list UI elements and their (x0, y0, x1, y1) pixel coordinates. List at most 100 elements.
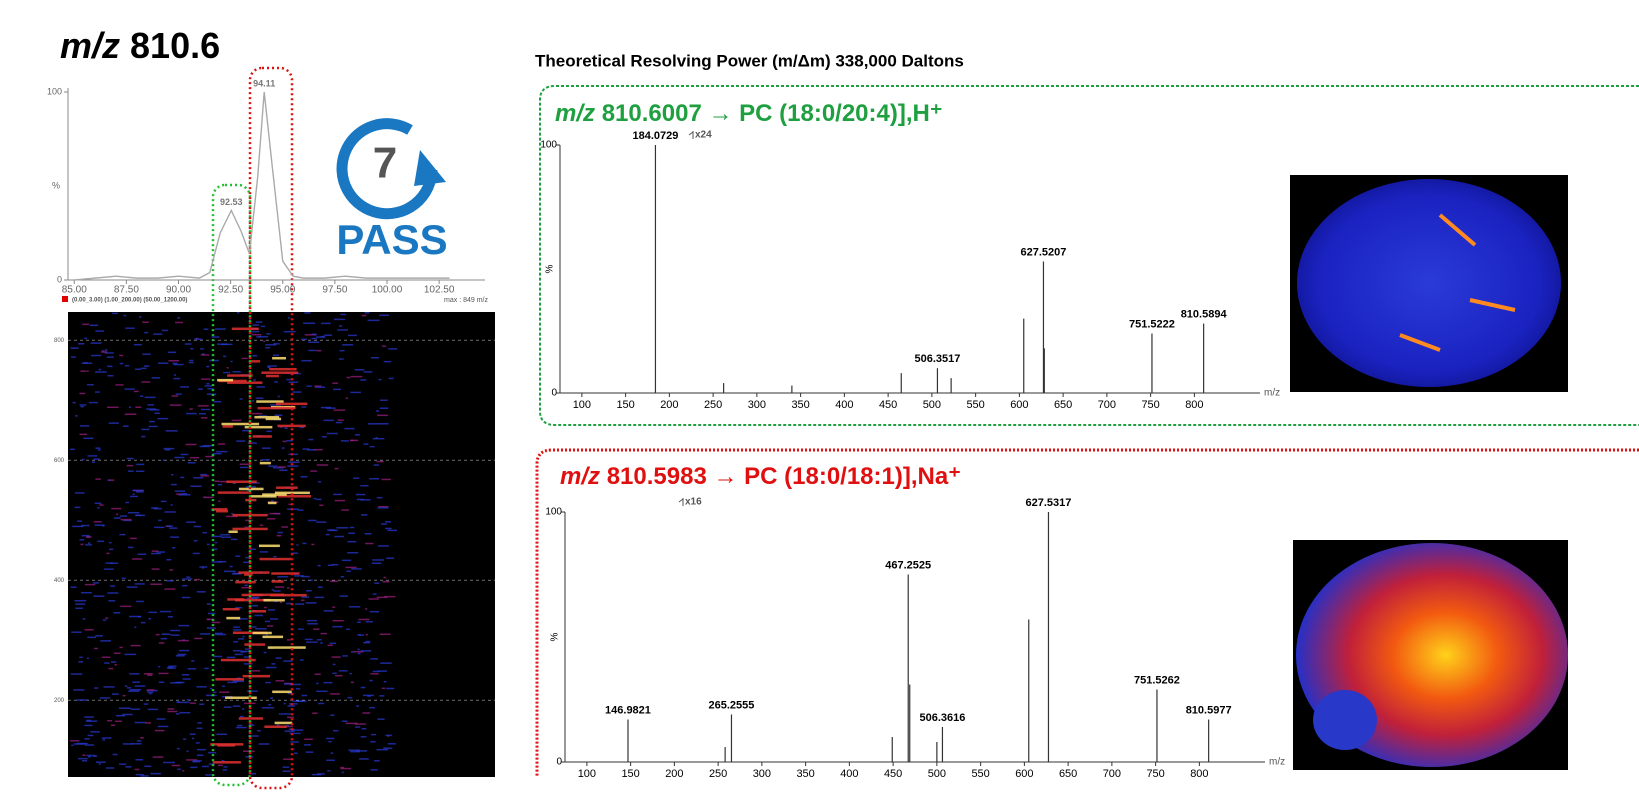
heatmap-cell (147, 404, 154, 406)
heatmap-cell (287, 716, 295, 719)
heatmap-cell (247, 442, 257, 444)
heatmap-cell (323, 419, 335, 422)
heatmap-cell (186, 750, 189, 752)
heatmap-cell (221, 760, 225, 762)
heatmap-cell (105, 617, 109, 619)
heatmap-cell (316, 349, 322, 352)
heatmap-cell (235, 606, 243, 609)
heatmap-cell (140, 775, 149, 777)
heatmap-cell (330, 693, 340, 695)
heatmap-cell (141, 435, 146, 438)
heatmap-cell (214, 633, 227, 636)
heatmap-cell (177, 653, 187, 656)
heatmap-cell (354, 434, 360, 436)
heatmap-cell (71, 356, 76, 358)
heatmap-cell (220, 536, 232, 538)
heatmap-cell (168, 359, 180, 362)
heatmap-cell (79, 404, 87, 406)
heatmap-cell (100, 640, 112, 642)
heatmap-cell (206, 603, 211, 605)
heatmap-cell (348, 749, 360, 751)
heatmap-cell (74, 506, 81, 509)
heatmap-cell (315, 498, 322, 501)
heatmap-cell (270, 697, 274, 699)
heatmap-cell (265, 681, 271, 684)
heatmap-cell (169, 404, 182, 406)
heatmap-cell (70, 740, 80, 742)
heatmap-cell (335, 674, 343, 677)
heatmap-cell (87, 636, 97, 639)
heatmap-cell (367, 423, 379, 425)
heatmap-cell (142, 353, 151, 355)
heatmap-cell (134, 685, 146, 687)
heatmap-cell (132, 558, 143, 560)
heatmap-cell (149, 693, 152, 695)
heatmap-cell (189, 456, 200, 459)
heatmap-cell (84, 629, 94, 631)
heatmap-cell (123, 314, 127, 317)
x-tick-label: 350 (791, 399, 809, 411)
heatmap-band (259, 461, 271, 465)
heatmap-cell (297, 628, 304, 630)
heatmap-cell (255, 397, 264, 399)
heatmap-cell (350, 391, 361, 394)
heatmap-band (277, 495, 312, 498)
heatmap-cell (214, 632, 223, 635)
heatmap-band (212, 761, 241, 764)
heatmap-cell (106, 552, 110, 555)
heatmap-cell (311, 773, 322, 776)
heatmap-cell (197, 722, 202, 724)
heatmap-cell (102, 619, 107, 621)
heatmap-cell (338, 358, 344, 360)
heatmap-cell (339, 595, 348, 597)
heatmap-band (274, 491, 310, 495)
heatmap-cell (242, 708, 245, 710)
x-tick-label: 700 (1098, 399, 1116, 411)
heatmap-cell (185, 443, 197, 446)
heatmap-cell (231, 512, 234, 515)
x-tick-label: 95.00 (270, 285, 295, 296)
heatmap-cell (279, 601, 283, 604)
heatmap-cell (190, 485, 202, 488)
x-tick-label: 100 (578, 768, 596, 780)
heatmap-cell (250, 596, 260, 599)
x-tick-label: 150 (621, 768, 639, 780)
heatmap-cell (323, 610, 334, 612)
zoom-marker (678, 498, 684, 506)
heatmap-cell (84, 744, 95, 746)
heatmap-cell (385, 521, 392, 523)
heatmap-cell (192, 760, 200, 763)
heatmap-cell (360, 686, 366, 689)
heatmap-band (226, 616, 241, 620)
peak-label: 467.2525 (885, 559, 931, 571)
heatmap-cell (242, 635, 245, 638)
heatmap-cell (244, 648, 250, 650)
heatmap-cell (88, 401, 98, 404)
heatmap-cell (141, 381, 151, 383)
heatmap-cell (107, 592, 119, 594)
heatmap-cell (332, 672, 337, 675)
heatmap-cell (342, 344, 354, 346)
heatmap-cell (106, 406, 119, 409)
heatmap-cell (329, 642, 337, 645)
heatmap-cell (363, 371, 373, 373)
heatmap-cell (243, 561, 252, 564)
x-tick-label: 550 (971, 768, 989, 780)
heatmap-cell (286, 378, 291, 381)
heatmap-cell (85, 720, 98, 722)
heatmap-cell (123, 519, 132, 522)
heatmap-cell (369, 610, 380, 613)
heatmap-cell (217, 764, 223, 767)
heatmap-cell (248, 723, 253, 726)
heatmap-cell (132, 493, 135, 496)
heatmap-cell (180, 453, 189, 456)
heatmap-cell (81, 524, 90, 527)
heatmap-cell (277, 395, 280, 398)
heatmap-cell (162, 761, 175, 764)
heatmap-cell (187, 462, 196, 464)
heatmap-cell (386, 687, 395, 690)
heatmap-band (251, 610, 267, 613)
heatmap-cell (205, 694, 217, 697)
heatmap-cell (218, 560, 227, 563)
heatmap-cell (233, 641, 239, 643)
